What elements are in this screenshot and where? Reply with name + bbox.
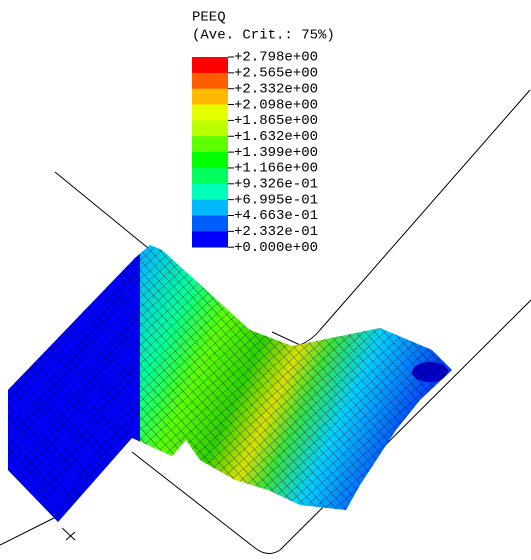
legend-swatch: [192, 231, 228, 247]
part: [0, 240, 460, 530]
legend-label: +1.166e+00: [234, 161, 318, 177]
legend-swatch: [192, 120, 228, 136]
legend-label: +4.663e-01: [234, 208, 318, 224]
die-line: [0, 515, 60, 545]
legend-title: PEEQ: [192, 10, 226, 26]
legend-label: +6.995e-01: [234, 192, 318, 208]
legend-label: +2.565e+00: [234, 66, 318, 82]
legend-label: +2.332e+00: [234, 81, 318, 97]
legend-label: +2.798e+00: [234, 50, 318, 66]
legend-subtitle: (Ave. Crit.: 75%): [192, 28, 335, 44]
legend-swatch: [192, 200, 228, 216]
die-line: [55, 172, 148, 248]
viewport: PEEQ (Ave. Crit.: 75%) +2.798e+00+2.565e…: [0, 0, 531, 560]
legend-label: +1.399e+00: [234, 145, 318, 161]
legend-swatch: [192, 73, 228, 89]
legend-label: +1.865e+00: [234, 113, 318, 129]
legend-label: +1.632e+00: [234, 129, 318, 145]
legend-swatch: [192, 57, 228, 73]
legend-label: +2.098e+00: [234, 97, 318, 113]
origin-mark: [62, 528, 75, 540]
legend-swatch: [192, 168, 228, 184]
legend-swatch: [192, 152, 228, 168]
mesh: [0, 240, 460, 530]
legend-swatch: [192, 89, 228, 105]
legend-label: +9.326e-01: [234, 177, 318, 193]
legend-swatch: [192, 216, 228, 232]
page: PEEQ (Ave. Crit.: 75%) +2.798e+00+2.565e…: [0, 0, 531, 560]
legend-swatch: [192, 136, 228, 152]
legend-swatch: [192, 105, 228, 121]
legend-swatch: [192, 184, 228, 200]
legend-label: +2.332e-01: [234, 224, 318, 240]
legend-label: +0.000e+00: [234, 240, 318, 256]
